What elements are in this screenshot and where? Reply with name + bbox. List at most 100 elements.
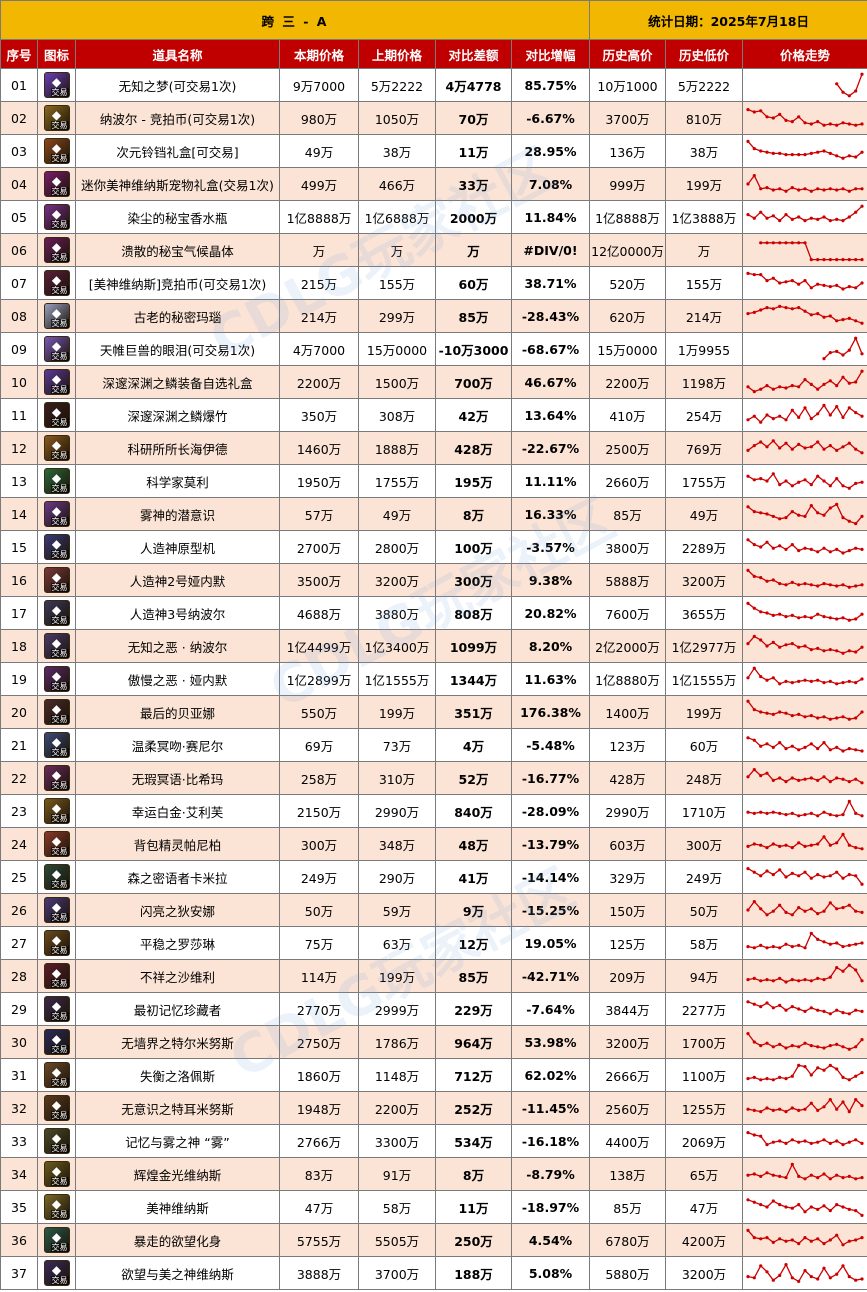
history-high: 2666万	[589, 1058, 666, 1092]
trend-point	[809, 1006, 813, 1010]
trend-point	[746, 271, 750, 275]
trend-point	[860, 1009, 864, 1013]
table-body: 01 ◆ 交易 无知之梦(可交易1次) 9万7000 5万2222 4万4778 85.75%…	[0, 68, 867, 1290]
current-price: 214万	[279, 299, 359, 333]
card-icon: ◆ 交易	[43, 435, 70, 461]
trend-point	[797, 679, 801, 683]
auction-coin-icon: ◆ 交易	[43, 270, 70, 296]
trend-point	[797, 306, 801, 310]
current-price: 57万	[279, 497, 359, 531]
trend-point	[759, 241, 763, 245]
trend-point	[809, 811, 813, 815]
trend-point	[765, 611, 769, 615]
item-name: 美神维纳斯	[75, 1190, 280, 1224]
trend-point	[828, 1063, 832, 1067]
trend-point	[809, 189, 813, 193]
current-price: 1460万	[279, 431, 359, 465]
previous-price: 299万	[358, 299, 436, 333]
trend-point	[809, 382, 813, 386]
trend-point	[759, 675, 763, 679]
trend-point	[790, 945, 794, 949]
trend-point	[822, 1046, 826, 1050]
trend-point	[784, 1239, 788, 1243]
trend-point	[790, 811, 794, 815]
trend-point	[765, 978, 769, 982]
item-icon-cell: ◆ 交易	[37, 365, 76, 399]
row-number: 11	[0, 398, 38, 432]
trend-point	[841, 945, 845, 949]
table-row: 01 ◆ 交易 无知之梦(可交易1次) 9万7000 5万2222 4万4778 85.75%…	[0, 68, 867, 102]
trend-point	[759, 187, 763, 191]
trend-point	[809, 876, 813, 880]
trend-point	[759, 874, 763, 878]
trend-point	[765, 1171, 769, 1175]
trend-point	[854, 942, 858, 946]
change-rate: 11.63%	[511, 662, 590, 696]
trend-point	[784, 1176, 788, 1180]
trend-point	[835, 384, 839, 388]
change-rate: -14.14%	[511, 860, 590, 894]
trend-point	[752, 174, 756, 178]
history-low: 300万	[665, 827, 743, 861]
price-trend-sparkline	[746, 867, 864, 886]
title-row: 跨 三 - A 统计日期：2025年7月18日	[0, 0, 867, 40]
row-number: 25	[0, 860, 38, 894]
trend-point	[803, 1065, 807, 1069]
price-trend-cell	[741, 761, 867, 795]
trend-point	[778, 151, 782, 155]
trend-point	[765, 216, 769, 220]
trend-point	[746, 844, 750, 848]
row-number: 18	[0, 629, 38, 663]
trend-point	[752, 1108, 756, 1112]
trend-point	[797, 583, 801, 587]
current-price: 249万	[279, 860, 359, 894]
price-trend-cell	[741, 464, 867, 498]
trend-point	[803, 715, 807, 719]
trend-point	[828, 679, 832, 683]
price-trend-cell	[741, 827, 867, 861]
trend-point	[803, 909, 807, 913]
item-icon-cell: ◆ 交易	[37, 992, 76, 1026]
trend-point	[759, 710, 763, 714]
trend-point	[860, 514, 864, 518]
trend-point	[746, 908, 750, 912]
history-low: 254万	[665, 398, 743, 432]
trend-point	[828, 843, 832, 847]
price-trend-sparkline	[746, 1162, 864, 1181]
icon-glyph: ◆	[51, 1098, 62, 1112]
trend-point	[841, 832, 845, 836]
price-trend-sparkline	[746, 472, 864, 490]
trend-point	[828, 717, 832, 721]
trend-point	[803, 446, 807, 450]
trend-point	[835, 649, 839, 653]
history-low: 1255万	[665, 1091, 743, 1125]
trend-point	[809, 1101, 813, 1105]
price-difference: 70万	[435, 101, 512, 135]
trend-point	[797, 979, 801, 983]
trend-point	[860, 1277, 864, 1281]
row-number: 13	[0, 464, 38, 498]
trend-point	[746, 474, 750, 478]
trend-point	[847, 94, 851, 98]
trend-point	[854, 1177, 858, 1181]
trend-point	[771, 1140, 775, 1144]
current-price: 980万	[279, 101, 359, 135]
previous-price: 38万	[358, 134, 436, 168]
trade-badge: 交易	[50, 715, 69, 724]
trend-point	[752, 574, 756, 578]
icon-glyph: ◆	[51, 108, 62, 122]
price-trend-sparkline	[746, 963, 864, 984]
row-number: 21	[0, 728, 38, 762]
trend-point	[847, 1047, 851, 1051]
history-low: 199万	[665, 695, 743, 729]
icon-glyph: ◆	[51, 603, 62, 617]
trend-point	[765, 512, 769, 516]
current-price: 2150万	[279, 794, 359, 828]
item-icon-cell: ◆ 交易	[37, 299, 76, 333]
trend-point	[752, 946, 756, 950]
trend-point	[860, 258, 864, 262]
history-low: 1亿1555万	[665, 662, 743, 696]
trend-point	[790, 1238, 794, 1242]
trend-point	[752, 478, 756, 482]
trend-point	[835, 319, 839, 323]
